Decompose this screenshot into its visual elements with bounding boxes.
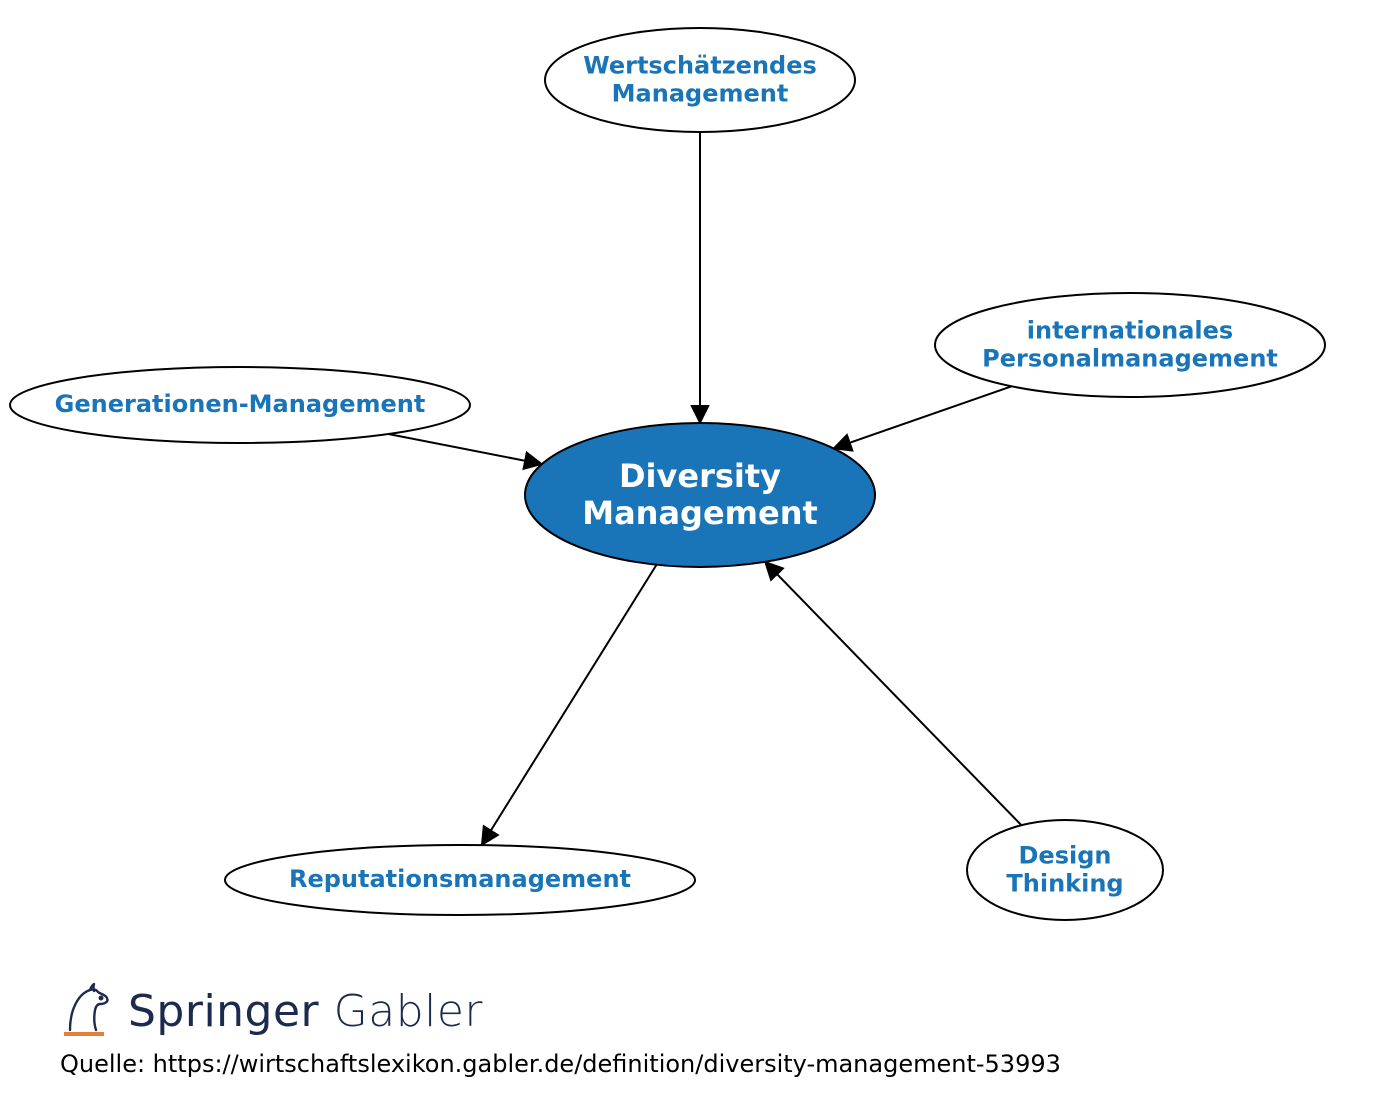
publisher-logo-text: Springer Gabler [128,986,483,1037]
logo-text-strong: Springer [128,986,319,1037]
logo-text-light: Gabler [319,986,483,1037]
source-citation: Quelle: https://wirtschaftslexikon.gable… [60,1050,1061,1078]
footer: Springer Gabler Quelle: https://wirtscha… [60,980,1061,1078]
horse-icon [60,980,114,1042]
publisher-logo: Springer Gabler [60,980,1061,1042]
diagram-canvas: Springer Gabler Quelle: https://wirtscha… [0,0,1400,1094]
concept-map-svg [0,0,1400,1094]
